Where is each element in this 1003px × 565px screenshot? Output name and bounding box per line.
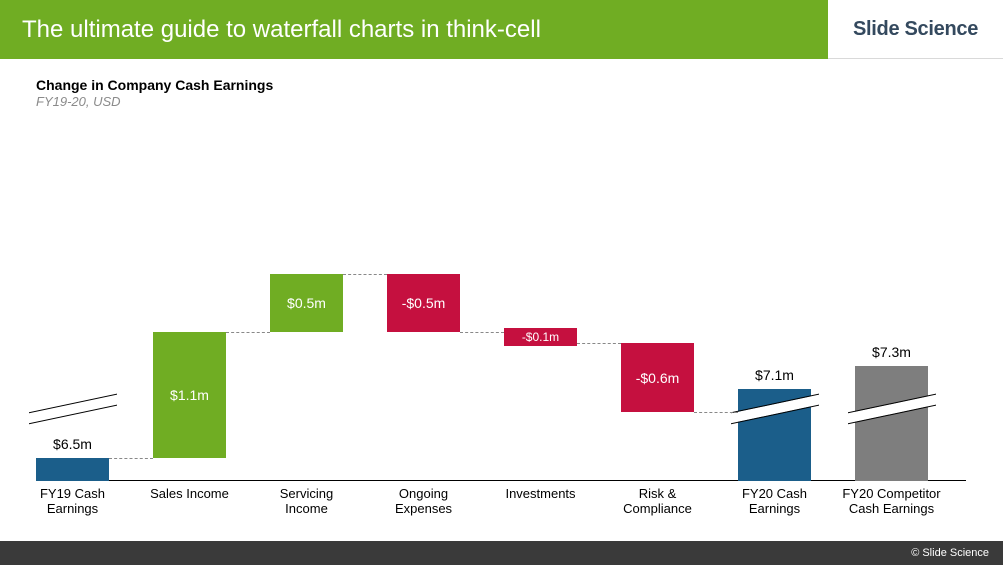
x-axis-label: FY20 CompetitorCash Earnings bbox=[833, 487, 950, 517]
connector-line bbox=[109, 458, 153, 459]
title-bar: The ultimate guide to waterfall charts i… bbox=[0, 0, 828, 59]
connector-line bbox=[226, 332, 270, 333]
bar-competitor: $7.3m bbox=[855, 366, 928, 481]
chart-title: Change in Company Cash Earnings bbox=[36, 77, 967, 93]
bar-negative: -$0.1m bbox=[504, 328, 577, 346]
bar-total: $6.5m bbox=[36, 458, 109, 481]
brand-logo: Slide Science bbox=[853, 18, 978, 41]
header: The ultimate guide to waterfall charts i… bbox=[0, 0, 1003, 59]
footer: © Slide Science bbox=[0, 541, 1003, 565]
bar-positive: $1.1m bbox=[153, 332, 226, 459]
connector-line bbox=[460, 332, 504, 333]
axis-break-icon bbox=[738, 402, 811, 416]
axis-break-icon bbox=[855, 402, 928, 416]
copyright: © Slide Science bbox=[911, 547, 989, 559]
x-axis-label: Risk &Compliance bbox=[599, 487, 716, 517]
x-axis-label: Investments bbox=[482, 487, 599, 502]
axis-break-icon bbox=[36, 402, 109, 416]
bar-value-label: -$0.1m bbox=[504, 330, 577, 344]
connector-line bbox=[694, 412, 738, 413]
bar-value-label: $1.1m bbox=[153, 387, 226, 403]
content-area: Change in Company Cash Earnings FY19-20,… bbox=[0, 59, 1003, 527]
logo-bar: Slide Science bbox=[828, 0, 1003, 59]
slide-title: The ultimate guide to waterfall charts i… bbox=[22, 16, 541, 44]
bar-value-label: -$0.5m bbox=[387, 295, 460, 311]
x-axis-label: FY19 CashEarnings bbox=[14, 487, 131, 517]
x-axis-label: FY20 CashEarnings bbox=[716, 487, 833, 517]
connector-line bbox=[343, 274, 387, 275]
bar-value-label: $7.3m bbox=[855, 344, 928, 360]
bar-negative: -$0.5m bbox=[387, 274, 460, 332]
bar-negative: -$0.6m bbox=[621, 343, 694, 412]
bar-value-label: $6.5m bbox=[36, 436, 109, 452]
bar-value-label: $7.1m bbox=[738, 367, 811, 383]
waterfall-chart: $6.5mFY19 CashEarnings$1.1mSales Income$… bbox=[36, 127, 966, 527]
x-axis-label: OngoingExpenses bbox=[365, 487, 482, 517]
bar-value-label: $0.5m bbox=[270, 295, 343, 311]
connector-line bbox=[577, 343, 621, 344]
x-axis-label: ServicingIncome bbox=[248, 487, 365, 517]
chart-subtitle: FY19-20, USD bbox=[36, 94, 967, 109]
x-axis bbox=[36, 480, 966, 481]
bar-total: $7.1m bbox=[738, 389, 811, 481]
bar-positive: $0.5m bbox=[270, 274, 343, 332]
x-axis-label: Sales Income bbox=[131, 487, 248, 502]
bar-value-label: -$0.6m bbox=[621, 370, 694, 386]
